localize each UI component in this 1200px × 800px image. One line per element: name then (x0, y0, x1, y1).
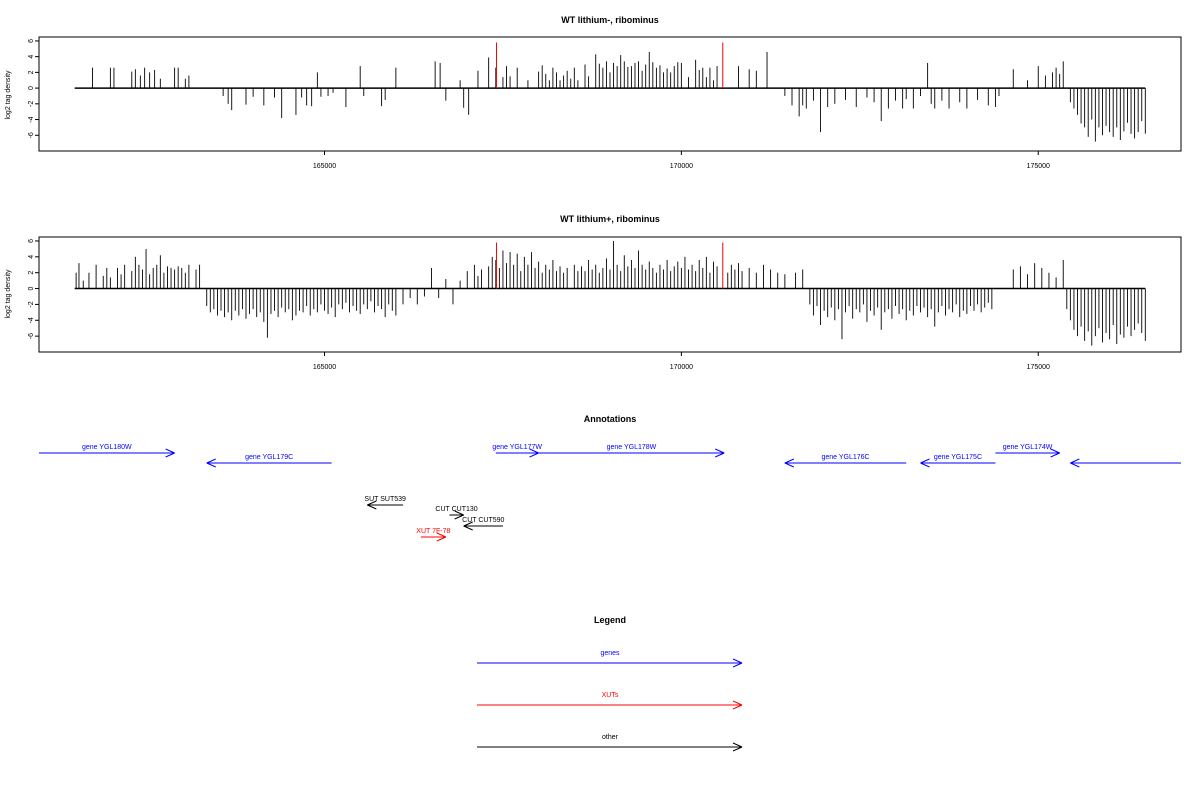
annotation-tracks: gene YGL180W gene YGL179C gene YGL177W gene… (39, 444, 1181, 542)
y-tick-label: -6 (28, 333, 35, 339)
y-tick-label: -4 (28, 317, 35, 323)
legend-label: XUTs (602, 692, 619, 699)
plot-frame (38, 236, 1182, 353)
legend-title: Legend (594, 615, 626, 625)
marker-lines (496, 242, 724, 289)
y-tick-label: 6 (28, 39, 35, 43)
x-axis: 165000 170000 175000 (313, 151, 1050, 170)
annotation-arrow (1070, 458, 1181, 468)
annotation-arrow: SUT SUT539 (364, 496, 406, 510)
annotation-arrow: gene YGL176C (784, 454, 907, 468)
annotation-arrow: gene YGL180W (39, 444, 175, 458)
y-axis: 6 4 2 0 -2 -4 -6 (28, 39, 39, 138)
annotation-label: gene YGL178W (607, 444, 657, 451)
annotation-arrow: gene YGL178W (538, 444, 725, 458)
annotation-label: CUT CUT590 (462, 517, 504, 524)
x-tick-label: 170000 (670, 364, 693, 371)
y-tick-label: 0 (28, 287, 35, 291)
y-tick-label: 2 (28, 70, 35, 74)
y-tick-label: -6 (28, 132, 35, 138)
panel-lithium-plus: WT lithium+, ribominus log2 tag density … (5, 214, 1182, 371)
annotation-label: XUT 7F-78 (416, 528, 450, 535)
annotation-label: gene YGL177W (492, 444, 542, 451)
y-tick-label: -4 (28, 116, 35, 122)
annotation-label: gene YGL180W (82, 444, 132, 451)
y-tick-label: 2 (28, 271, 35, 275)
annotation-label: SUT SUT539 (364, 496, 406, 503)
panel-lithium-minus: WT lithium-, ribominus log2 tag density … (5, 15, 1182, 170)
panel-title: WT lithium+, ribominus (560, 214, 660, 224)
annotation-label: gene YGL176C (821, 454, 869, 461)
annotation-arrow: gene YGL179C (206, 454, 332, 468)
annotation-label: gene YGL179C (245, 454, 293, 461)
y-axis: 6 4 2 0 -2 -4 -6 (28, 239, 39, 339)
x-tick-label: 165000 (313, 163, 336, 170)
annotation-arrow: gene YGL174W (995, 444, 1060, 458)
plot-frame (38, 36, 1182, 152)
x-tick-label: 175000 (1027, 163, 1050, 170)
x-axis: 165000 170000 175000 (313, 352, 1050, 371)
y-tick-label: 4 (28, 55, 35, 59)
y-axis-label: log2 tag density (5, 70, 12, 120)
legend-entry: other (477, 734, 743, 752)
annotation-arrow: gene YGL177W (492, 444, 542, 458)
legend-label: other (602, 734, 619, 741)
annotation-label: gene YGL174W (1003, 444, 1053, 451)
annotations-title: Annotations (584, 414, 637, 424)
x-tick-label: 170000 (670, 163, 693, 170)
annotation-arrow: gene YGL175C (920, 454, 996, 468)
x-tick-label: 175000 (1027, 364, 1050, 371)
marker-lines (496, 42, 724, 89)
density-bars (92, 51, 1146, 142)
x-tick-label: 165000 (313, 364, 336, 371)
annotation-arrow: CUT CUT590 (462, 517, 505, 531)
y-tick-label: 6 (28, 239, 35, 243)
y-tick-label: 0 (28, 86, 35, 90)
y-tick-label: 4 (28, 255, 35, 259)
panel-title: WT lithium-, ribominus (561, 15, 659, 25)
legend-label: genes (600, 650, 620, 657)
annotation-label: gene YGL175C (934, 454, 982, 461)
legend-entry: XUTs (477, 692, 743, 710)
legend-entry: genes (477, 650, 743, 668)
y-tick-label: -2 (28, 301, 35, 307)
y-axis-label: log2 tag density (5, 269, 12, 319)
annotation-arrow: CUT CUT130 (435, 506, 478, 520)
annotation-arrow: XUT 7F-78 (416, 528, 451, 542)
annotation-label: CUT CUT130 (435, 506, 477, 513)
y-tick-label: -2 (28, 101, 35, 107)
legend: genes XUTs other (477, 650, 743, 752)
density-bars (75, 240, 1146, 346)
